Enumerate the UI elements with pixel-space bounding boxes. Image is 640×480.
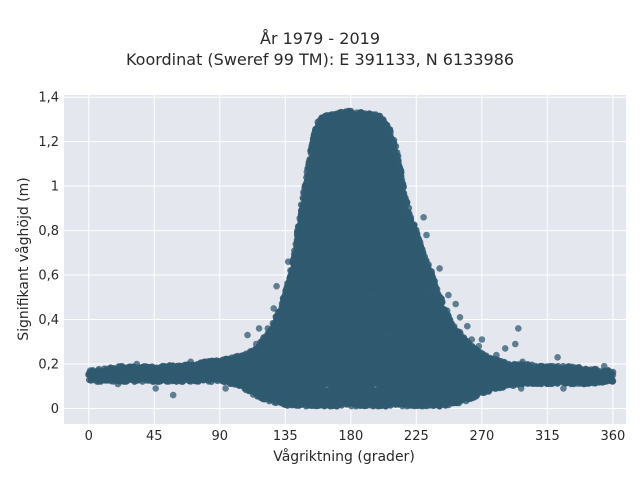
chart-title: År 1979 - 2019 (260, 29, 380, 48)
chart-subtitle: Koordinat (Sweref 99 TM): E 391133, N 61… (125, 50, 515, 69)
data-points (85, 107, 617, 410)
